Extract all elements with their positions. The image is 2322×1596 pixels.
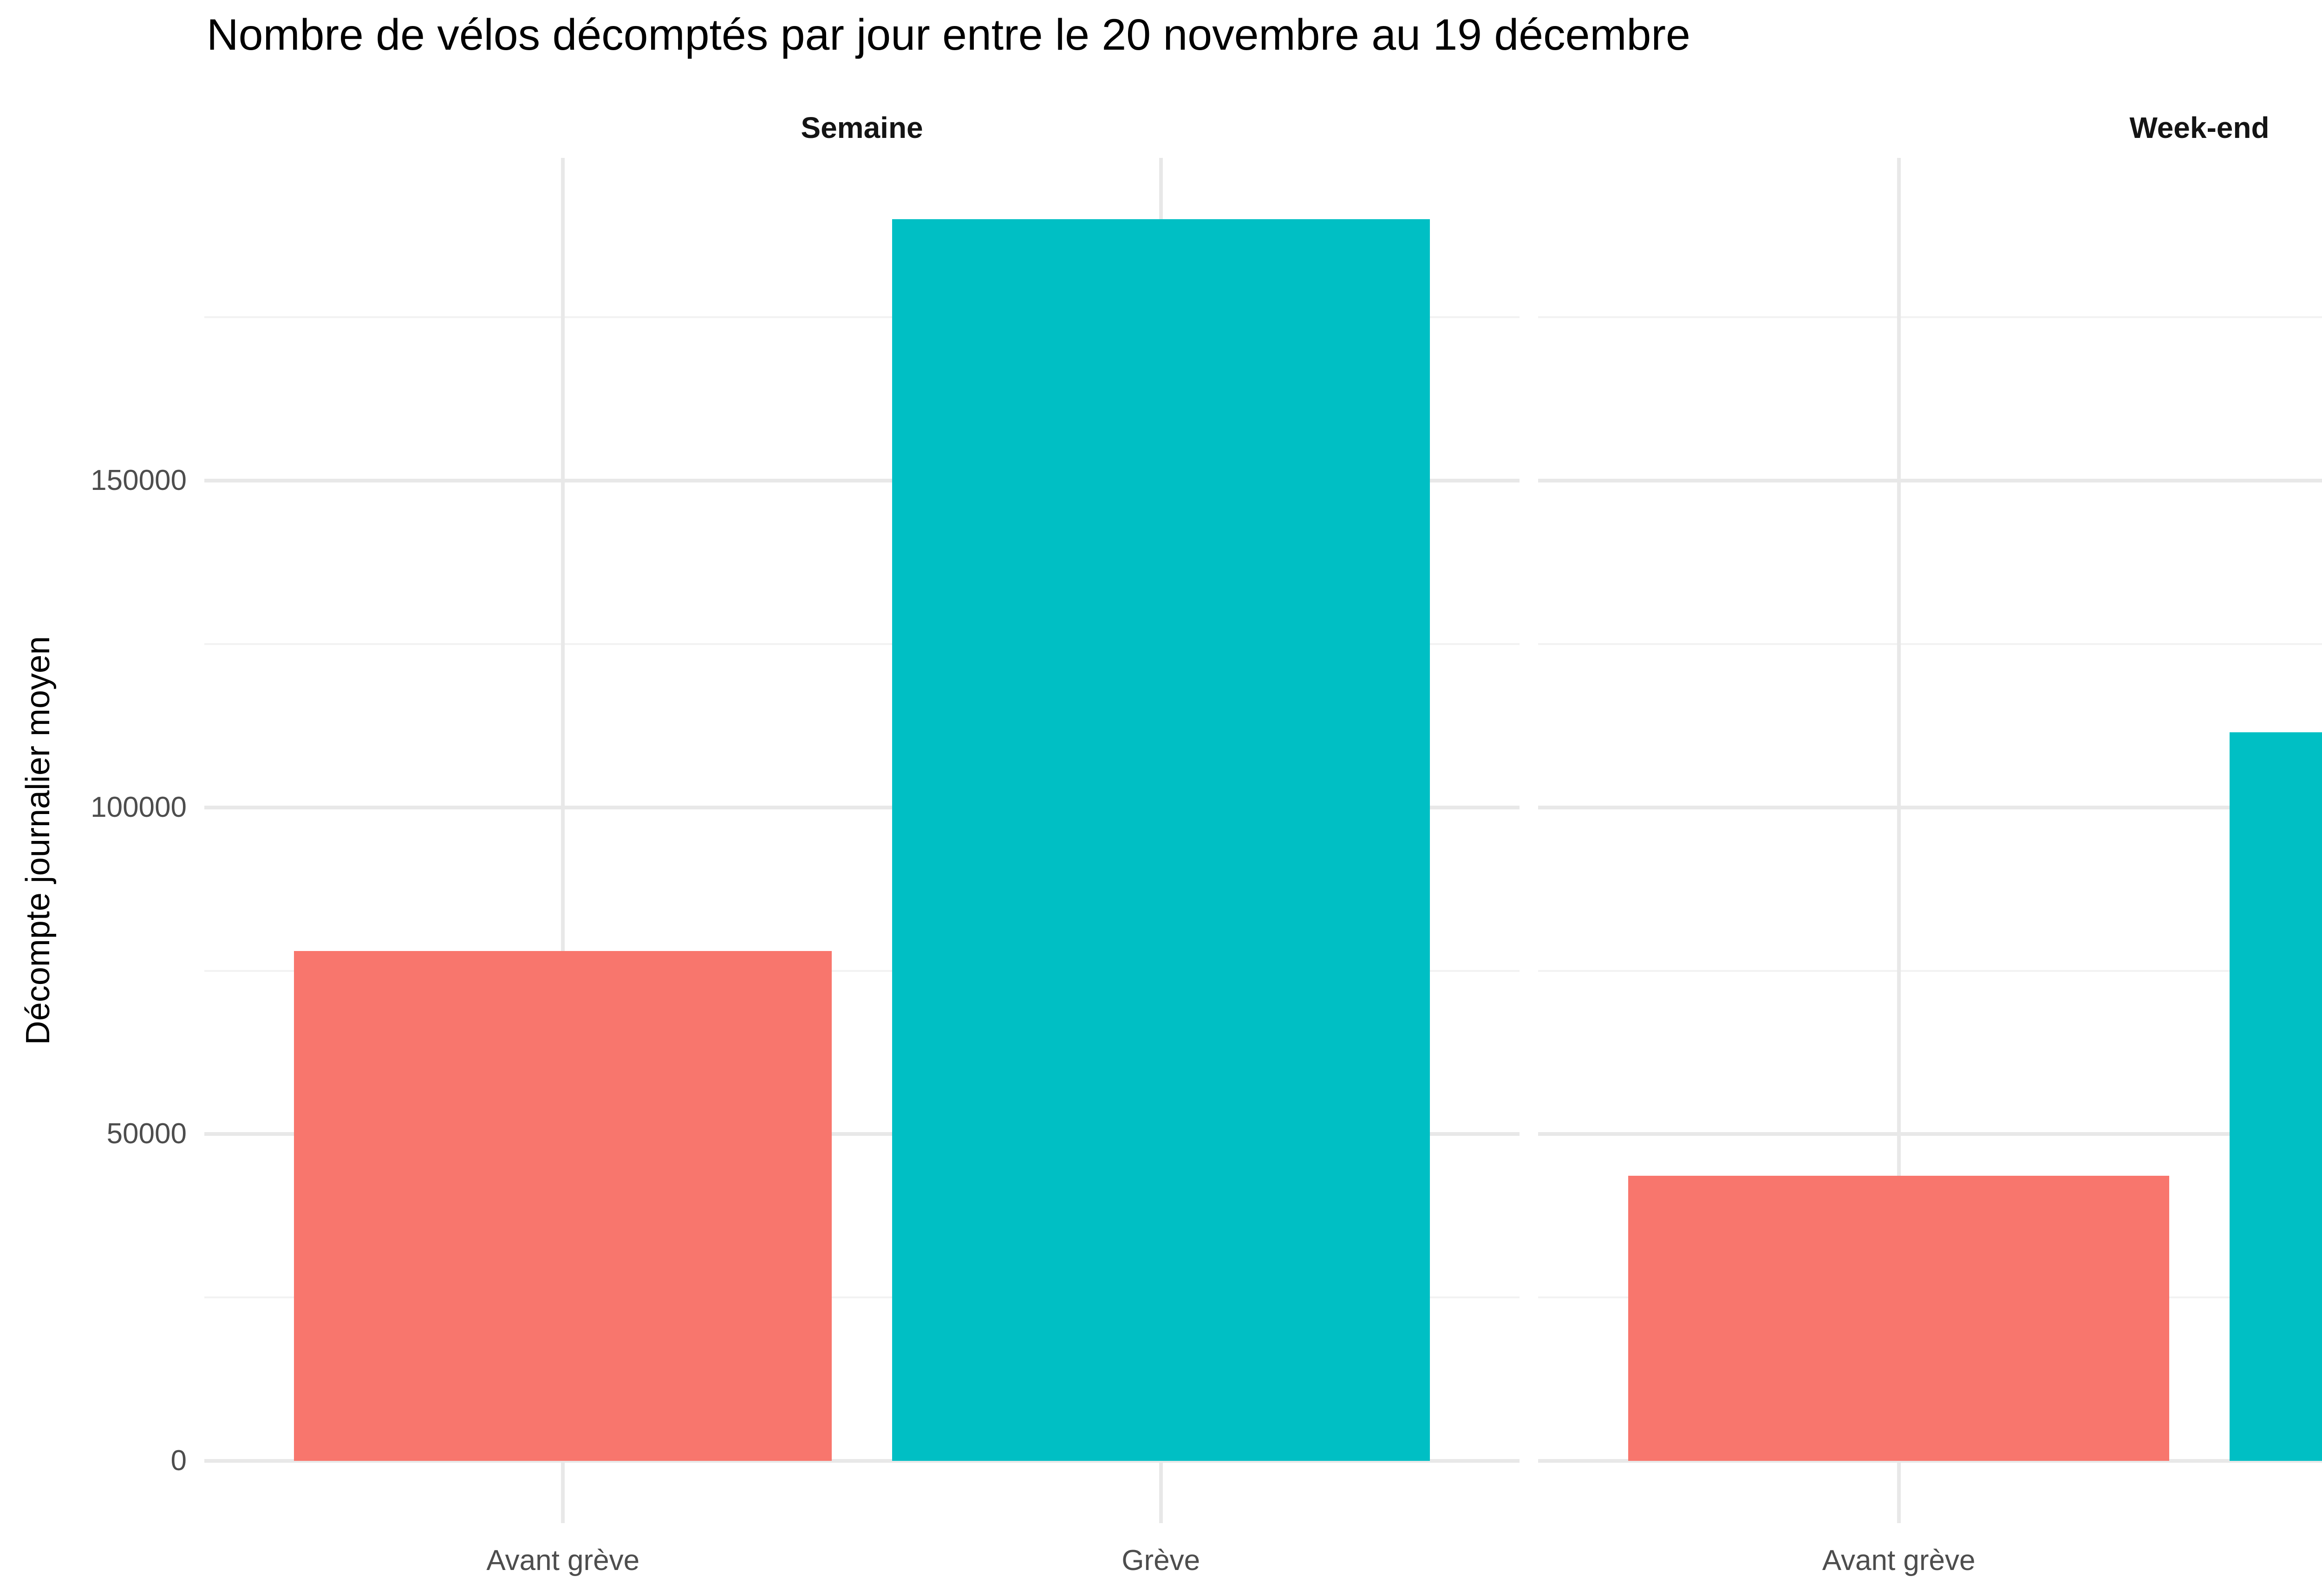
gridline-major-y50000 — [1538, 1132, 2322, 1136]
gridline-minor-y175000 — [204, 316, 1520, 319]
gridline-minor-y125000 — [1538, 643, 2322, 645]
x-tick-label-semaine-greve: Grève — [1122, 1544, 1200, 1576]
gridline-minor-y175000 — [1538, 316, 2322, 319]
bar-semaine-avant-greve — [294, 951, 832, 1461]
panel-week-end — [1538, 158, 2322, 1523]
gridline-major-y100000 — [204, 805, 1520, 809]
gridline-major-y50000 — [204, 1132, 1520, 1136]
bar-semaine-greve — [892, 219, 1430, 1461]
gridline-minor-y75000 — [1538, 970, 2322, 972]
gridline-major-y0 — [204, 1459, 1520, 1463]
gridline-x-avant-greve — [561, 158, 565, 1523]
y-tick-label-150000: 150000 — [91, 464, 187, 497]
gridline-minor-y25000 — [204, 1296, 1520, 1299]
gridline-minor-y75000 — [204, 970, 1520, 972]
y-axis-title: Décompte journalier moyen — [20, 636, 57, 1045]
facet-strip-label-semaine: Semaine — [801, 111, 923, 144]
y-tick-label-100000: 100000 — [91, 791, 187, 823]
gridline-major-y150000 — [1538, 479, 2322, 483]
gridline-major-y150000 — [204, 479, 1520, 483]
y-tick-label-50000: 50000 — [106, 1118, 187, 1150]
x-tick-label-week-end-avant-greve: Avant grève — [1822, 1544, 1976, 1576]
gridline-major-y0 — [1538, 1459, 2322, 1463]
facet-strip-label-week-end: Week-end — [2129, 111, 2270, 144]
gridline-major-y100000 — [1538, 805, 2322, 809]
bar-week-end-avant-greve — [1628, 1176, 2170, 1461]
gridline-x-avant-greve — [1897, 158, 1901, 1523]
x-tick-label-semaine-avant-greve: Avant grève — [486, 1544, 640, 1576]
bar-week-end-greve — [2229, 732, 2322, 1461]
gridline-minor-y125000 — [204, 643, 1520, 645]
panel-semaine — [204, 158, 1520, 1523]
chart-title: Nombre de vélos décomptés par jour entre… — [207, 10, 1690, 59]
y-tick-label-0: 0 — [170, 1445, 187, 1477]
